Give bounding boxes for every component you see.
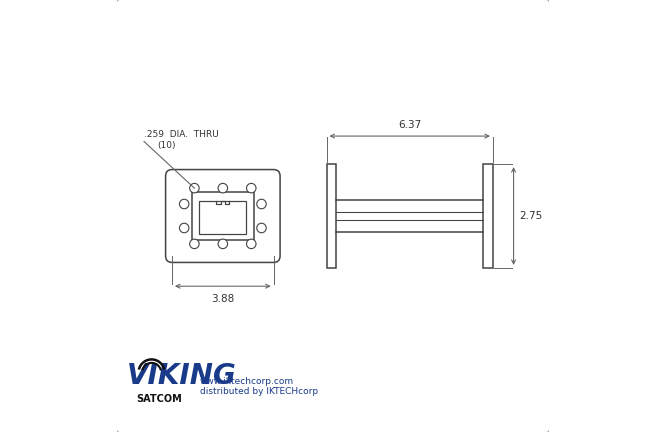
Circle shape (190, 239, 199, 249)
Circle shape (246, 239, 256, 249)
Circle shape (246, 183, 256, 193)
Text: VIKING: VIKING (127, 362, 236, 390)
Bar (199, 200, 246, 234)
FancyBboxPatch shape (166, 170, 280, 263)
Circle shape (190, 183, 199, 193)
Circle shape (257, 199, 266, 209)
Circle shape (179, 199, 189, 209)
Text: .259  DIA.  THRU: .259 DIA. THRU (144, 130, 218, 139)
Bar (326, 164, 336, 268)
Text: (10): (10) (157, 141, 175, 150)
Circle shape (179, 223, 189, 233)
Circle shape (218, 183, 228, 193)
Text: 2.75: 2.75 (519, 211, 542, 221)
Text: distributed by IKTECHcorp: distributed by IKTECHcorp (200, 387, 318, 396)
Text: www.iktechcorp.com: www.iktechcorp.com (200, 377, 294, 386)
Bar (192, 192, 254, 240)
Bar (484, 164, 493, 268)
Text: SATCOM: SATCOM (136, 394, 182, 404)
Text: 6.37: 6.37 (398, 121, 422, 130)
Circle shape (257, 223, 266, 233)
Text: 3.88: 3.88 (211, 294, 234, 304)
Circle shape (218, 239, 228, 249)
